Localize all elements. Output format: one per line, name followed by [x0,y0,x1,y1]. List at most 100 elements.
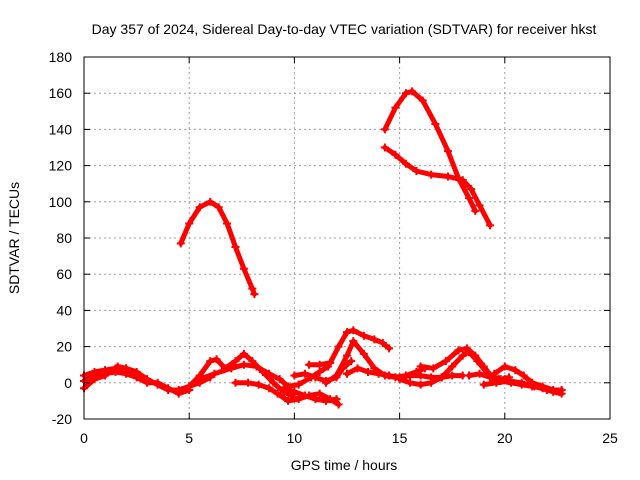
data-point [143,378,152,387]
x-tick-label: 10 [287,430,303,446]
data-point [244,378,253,387]
data-point [391,150,400,159]
data-point [490,369,499,378]
data-point [195,203,204,212]
data-point [284,396,293,405]
x-tick-label: 15 [392,430,408,446]
data-point [427,378,436,387]
data-point [443,147,452,156]
data-point [290,387,299,396]
x-tick-label: 20 [497,430,513,446]
data-point [479,380,488,389]
data-point [458,176,467,185]
data-layer [80,87,566,409]
data-point [465,371,474,380]
data-point [406,371,415,380]
data-point [431,119,440,128]
data-point [555,387,564,396]
data-point [370,335,379,344]
data-point [315,389,324,398]
data-point [132,369,141,378]
series-low-9 [305,326,394,369]
data-point [332,371,341,380]
data-point [359,349,368,358]
data-point [347,357,356,366]
x-tick-label: 0 [80,430,88,446]
data-point [429,364,438,373]
data-point [321,396,330,405]
data-point [471,351,480,360]
data-point [343,369,351,378]
data-point [290,371,299,380]
data-point [364,367,373,376]
series-line [178,199,257,297]
data-point [454,346,463,355]
data-point [406,378,415,387]
data-point [437,373,446,382]
data-point [349,337,358,346]
data-point [416,380,425,389]
y-axis-label: SDTVAR / TECUs [6,182,22,294]
y-tick-label: 80 [56,230,72,246]
data-point [311,373,320,382]
data-point [223,219,232,228]
data-point [231,243,240,252]
data-point [239,349,248,358]
data-point [492,378,501,387]
data-point [542,386,551,395]
y-tick-label: -20 [52,411,72,427]
data-point [475,201,484,210]
data-point [176,239,185,248]
data-point [462,344,471,353]
data-point [174,389,183,398]
data-point [252,362,261,371]
data-point [250,290,259,299]
data-point [294,395,303,404]
y-tick-label: 120 [49,158,73,174]
y-axis-ticks: -20 0 20 40 60 80 100 120 140 160 180 [49,49,610,427]
data-point [195,375,204,384]
data-point [231,357,240,366]
data-point [269,378,278,387]
data-point [113,362,122,371]
data-point [408,87,417,96]
data-point [378,338,387,347]
series-low-16 [479,376,564,396]
data-point [265,369,274,378]
y-tick-label: 20 [56,339,72,355]
data-point [315,360,324,369]
data-point [343,351,351,360]
series-line [382,88,478,214]
data-point [416,362,425,371]
data-point [206,357,215,366]
data-point [210,369,219,378]
data-point [441,357,450,366]
data-point [458,351,467,360]
data-point [231,378,240,387]
data-point [511,366,520,375]
data-point [334,342,343,351]
data-point [505,376,514,385]
data-point [353,364,362,373]
data-point [486,221,495,230]
data-point [332,395,341,404]
data-point [300,369,309,378]
data-point [90,375,99,384]
data-point [227,364,236,373]
data-point [311,395,320,404]
data-point [321,378,330,387]
y-tick-label: 40 [56,302,72,318]
data-point [294,380,303,389]
y-tick-label: 100 [49,194,73,210]
data-point [359,331,368,340]
data-point [395,375,404,384]
data-point [305,360,314,369]
x-axis-label: GPS time / hours [291,457,398,473]
data-point [239,264,248,273]
data-point [385,371,394,380]
data-point [349,326,358,335]
data-point [265,384,274,393]
data-point [185,382,194,391]
y-tick-label: 0 [64,375,72,391]
data-point [448,362,457,371]
